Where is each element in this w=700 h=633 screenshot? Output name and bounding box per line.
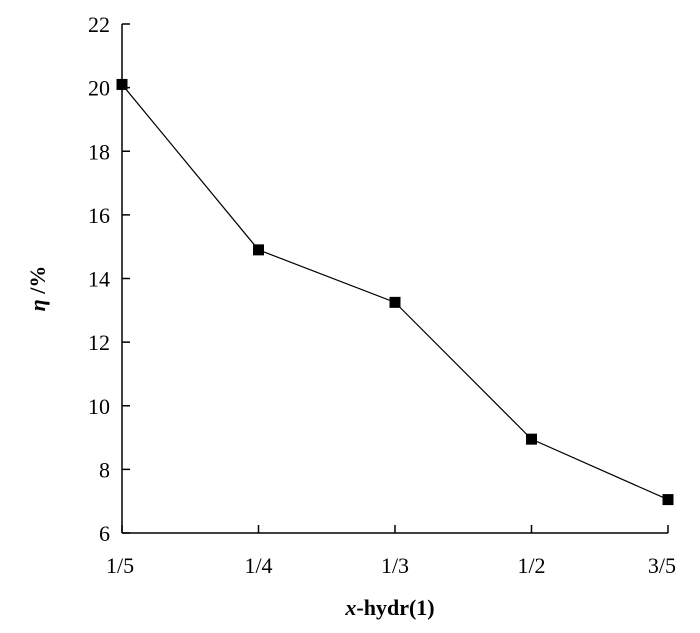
y-tick-label: 12 (88, 330, 110, 355)
y-tick-label: 18 (88, 139, 110, 164)
x-tick-label: 3/5 (648, 553, 676, 578)
data-point (662, 494, 674, 506)
y-tick-label: 8 (99, 457, 110, 482)
y-tick-label: 14 (88, 267, 110, 292)
x-tick-label: 1/2 (517, 553, 545, 578)
y-tick-label: 6 (99, 521, 110, 546)
x-axis-title: x-hydr(1) (344, 595, 434, 620)
y-tick-label: 16 (88, 203, 110, 228)
y-tick-label: 22 (88, 12, 110, 37)
data-point (116, 78, 128, 90)
series-line (121, 84, 669, 501)
x-axis-title-var: x (344, 595, 356, 620)
series-group (116, 78, 674, 506)
x-tick-label: 1/4 (244, 553, 272, 578)
y-ticks: 6 8 10 12 14 16 18 20 22 (88, 12, 130, 546)
x-axis-title-rest: -hydr(1) (356, 595, 434, 620)
x-tick-label: 1/3 (381, 553, 409, 578)
y-tick-label: 10 (88, 394, 110, 419)
axes (121, 24, 668, 534)
y-axis-title-var: η (25, 299, 50, 311)
data-point (526, 433, 537, 445)
y-tick-label: 20 (88, 76, 110, 101)
x-ticks: 1/5 1/4 1/3 1/2 3/5 (106, 525, 676, 578)
data-point (389, 296, 401, 308)
y-axis-title-rest: /% (25, 266, 50, 300)
y-axis-title: η /% (25, 266, 50, 312)
x-tick-label: 1/5 (106, 553, 134, 578)
data-point (253, 244, 264, 256)
